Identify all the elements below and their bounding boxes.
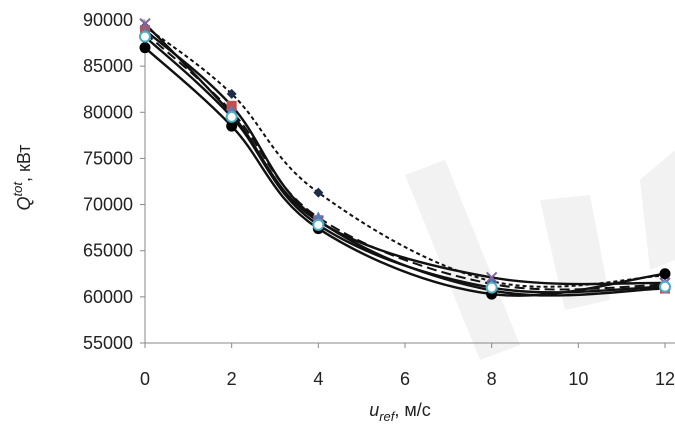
- y-axis-title-rest: , кВт: [14, 144, 34, 182]
- data-point-series-6: [312, 218, 325, 231]
- data-point-series-6: [139, 30, 151, 43]
- data-point-series-3: [226, 120, 238, 132]
- data-point-series-1: [226, 88, 237, 99]
- data-point-series-6: [225, 110, 238, 123]
- y-tick-label: 60000: [83, 287, 133, 307]
- y-axis-title: Qtot, кВт: [10, 144, 34, 210]
- x-tick-labels: 0 2 4 6 8 10 12: [140, 343, 675, 389]
- x-tick-label: 10: [568, 369, 588, 389]
- y-tick-label: 85000: [83, 56, 133, 76]
- data-point-series-3: [139, 42, 151, 54]
- y-axis-title-base: Q: [14, 196, 34, 210]
- x-tick-label: 6: [400, 369, 410, 389]
- data-point-series-5: [485, 271, 498, 284]
- y-tick-label: 90000: [83, 10, 133, 30]
- y-tick-labels: 55000 60000 65000 70000 75000 80000 85000 90000: [83, 10, 145, 353]
- x-tick-label: 2: [227, 369, 237, 389]
- x-tick-label: 12: [655, 369, 675, 389]
- y-tick-label: 80000: [83, 102, 133, 122]
- data-point-series-1: [313, 187, 324, 198]
- y-tick-label: 65000: [83, 241, 133, 261]
- series-line-1: [144, 25, 666, 288]
- x-axis-title: uref, м/с: [369, 400, 431, 424]
- x-tick-label: 0: [140, 369, 150, 389]
- axes: [144, 20, 675, 344]
- series-line-6: [144, 35, 666, 294]
- x-axis-title-rest: , м/с: [394, 400, 430, 420]
- data-point-series-3: [659, 268, 671, 280]
- x-axis-title-sub: ref: [379, 409, 396, 424]
- y-tick-label: 55000: [83, 333, 133, 353]
- watermark: [405, 150, 675, 360]
- series-markers: [139, 17, 671, 300]
- data-point-series-6: [485, 281, 498, 294]
- data-point-series-6: [659, 280, 671, 293]
- y-axis-title-sup: tot: [10, 181, 25, 197]
- x-axis-title-base: u: [369, 400, 379, 420]
- x-tick-label: 4: [313, 369, 323, 389]
- y-tick-label: 70000: [83, 195, 133, 215]
- data-point-series-5: [139, 17, 151, 30]
- y-tick-label: 75000: [83, 148, 133, 168]
- x-tick-label: 8: [487, 369, 497, 389]
